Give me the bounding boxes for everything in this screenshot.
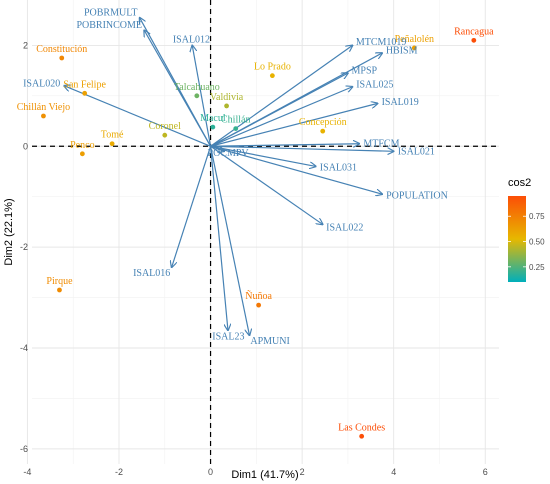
individual-point xyxy=(59,55,65,61)
variable-label: POBRMULT xyxy=(84,8,138,19)
individual-label: San Felipe xyxy=(63,79,106,90)
variable-arrow xyxy=(210,145,316,166)
x-tick-label: -2 xyxy=(115,467,123,477)
x-axis-ticks: -4 -2 0 2 4 6 xyxy=(23,467,487,477)
variable-arrow xyxy=(210,144,360,147)
variable-arrow xyxy=(210,145,383,194)
y-axis-title: Dim2 (22.1%) xyxy=(3,198,15,265)
individual-point xyxy=(79,151,85,157)
variable-arrow xyxy=(209,146,250,335)
individual-label: Chillán Viejo xyxy=(17,102,70,113)
individual-label: Coronel xyxy=(149,121,181,132)
x-tick-label: 2 xyxy=(300,467,305,477)
legend-colorbar xyxy=(508,196,526,282)
legend-tick-label: 0.50 xyxy=(529,238,545,247)
individual-point xyxy=(269,73,275,79)
x-tick-label: 6 xyxy=(483,467,488,477)
variable-arrow xyxy=(144,30,212,147)
variable-label: ISAL016 xyxy=(133,268,170,279)
individual-point xyxy=(224,103,229,109)
individual-label: Rancagua xyxy=(454,26,494,37)
variable-arrow xyxy=(210,87,353,147)
individual-label: Macul xyxy=(200,113,226,124)
variable-label: MTCM1019 xyxy=(356,37,407,48)
legend-title: cos2 xyxy=(508,177,531,189)
individual-label: Pirque xyxy=(46,276,73,287)
individual-label: Constitución xyxy=(36,44,87,55)
variable-label: ISAL022 xyxy=(326,223,363,234)
y-tick-label: 2 xyxy=(23,40,28,50)
y-tick-label: -4 xyxy=(20,343,28,353)
individual-label: Peñalolén xyxy=(395,34,434,45)
variable-label: ISAL23 xyxy=(212,331,244,342)
variable-label: HBISM xyxy=(386,45,418,56)
variable-arrow xyxy=(210,145,394,151)
individual-point xyxy=(57,287,62,293)
individual-label: Talcahuano xyxy=(174,82,220,93)
individual-label: Tomé xyxy=(101,130,124,141)
legend-tick-label: 0.25 xyxy=(529,263,545,272)
individual-point xyxy=(233,126,239,132)
plot-panel xyxy=(32,0,499,464)
individual-label: Chillán xyxy=(221,115,250,126)
y-tick-label: -6 xyxy=(20,444,28,454)
individual-point xyxy=(320,128,326,134)
individual-point xyxy=(162,132,168,138)
individual-point xyxy=(256,302,262,308)
individual-label: Concepción xyxy=(299,117,347,128)
individual-points xyxy=(41,37,477,439)
variable-arrow xyxy=(210,145,323,224)
y-axis-ticks: -6 -4 -2 0 2 xyxy=(20,40,28,453)
x-axis-title: Dim1 (41.7%) xyxy=(231,469,298,481)
variable-label: MTFCM xyxy=(363,139,399,150)
reference-lines xyxy=(32,0,499,464)
legend-ticks: 0.25 0.50 0.75 xyxy=(508,212,545,272)
y-tick-label: 0 xyxy=(23,141,28,151)
variable-arrow xyxy=(172,146,212,267)
variable-label: ISAL019 xyxy=(382,97,419,108)
legend: cos2 0.25 0.50 0.75 xyxy=(508,177,545,282)
variable-arrow xyxy=(210,146,225,151)
variable-label: APMUNI xyxy=(250,336,289,347)
variable-arrow xyxy=(210,103,378,147)
variable-label: ISAL012 xyxy=(173,35,210,46)
individual-labels: Rancagua Peñalolén Lo Prado Constitución San… xyxy=(17,26,494,433)
legend-tick-label: 0.75 xyxy=(529,212,545,221)
individual-label: Lo Prado xyxy=(254,62,291,73)
individual-point xyxy=(41,113,46,119)
variable-arrow xyxy=(209,146,228,330)
individual-point xyxy=(359,433,365,439)
x-tick-label: 4 xyxy=(391,467,396,477)
variable-label: ISAL020 xyxy=(23,79,60,90)
variable-label: MPSP xyxy=(352,66,378,77)
individual-label: Las Condes xyxy=(338,422,385,433)
individual-point xyxy=(210,124,216,130)
y-tick-label: -2 xyxy=(20,242,28,252)
variable-label: ISAL025 xyxy=(356,80,393,91)
individual-point xyxy=(471,37,477,43)
variable-label: ISAL031 xyxy=(320,162,357,173)
variable-label: ISAL021 xyxy=(398,146,435,157)
individual-point xyxy=(194,93,200,99)
x-tick-label: 0 xyxy=(208,467,213,477)
variable-label: POBRINCOME xyxy=(76,20,142,31)
individual-label: Valdivia xyxy=(210,92,244,103)
variable-arrow xyxy=(64,86,211,147)
variable-label: POCMPV xyxy=(208,148,250,159)
variable-arrow xyxy=(192,45,212,147)
individual-point xyxy=(109,141,115,147)
individual-point xyxy=(82,90,88,96)
variable-label: POPULATION xyxy=(386,191,448,202)
individual-point xyxy=(411,45,417,51)
individual-label: Ñuñoa xyxy=(245,290,272,302)
individual-label: Penco xyxy=(70,140,94,151)
x-tick-label: -4 xyxy=(23,467,31,477)
variable-arrows xyxy=(64,18,394,336)
variable-arrow xyxy=(210,73,348,147)
